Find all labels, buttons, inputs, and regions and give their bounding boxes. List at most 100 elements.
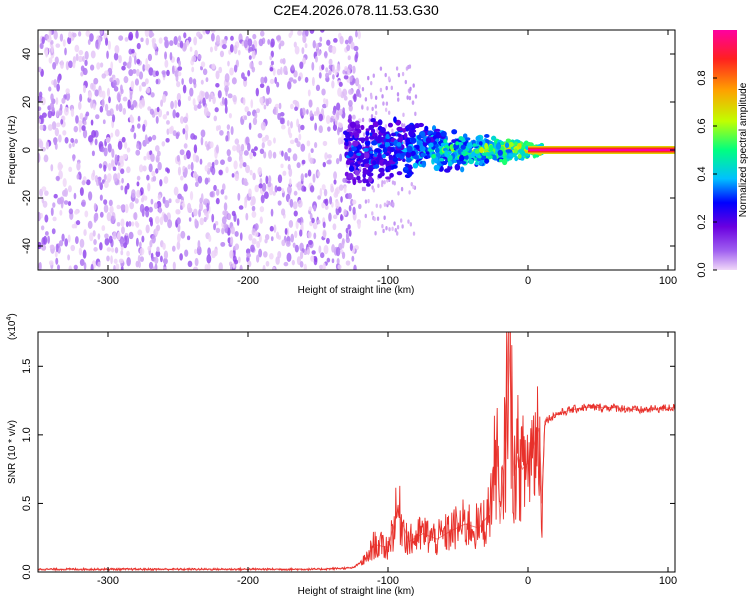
spectrogram-cell	[377, 183, 380, 188]
snr-multiplier-base: (x10	[7, 320, 18, 340]
spectrogram-cell	[137, 115, 141, 122]
chart-title: C2E4.2026.078.11.53.G30	[273, 2, 439, 18]
spectrogram-cell	[391, 164, 398, 169]
spectrogram-cell	[267, 181, 272, 188]
spectrogram-cell	[371, 211, 374, 216]
spectrogram-cell	[56, 110, 59, 118]
spectrogram-cell	[221, 43, 227, 50]
spectrogram-cell	[131, 221, 135, 227]
spectrogram-cell	[508, 153, 513, 157]
spectrogram-cell	[272, 67, 276, 76]
spectrogram-cell	[131, 189, 136, 199]
spectrogram-cell	[185, 130, 189, 141]
spectrogram-cell	[183, 183, 188, 192]
spectrogram-cell	[124, 37, 129, 42]
spectrogram-cell	[227, 60, 230, 67]
spectrogram-cell	[189, 87, 194, 97]
spectrogram-cell	[211, 250, 216, 259]
spectrogram-cell	[364, 152, 370, 159]
spectrogram-cell	[257, 133, 263, 139]
spectrogram-cell	[116, 221, 121, 227]
spectrogram-cell	[238, 205, 244, 210]
spectrogram-cell	[410, 181, 413, 187]
spectrogram-cell	[55, 243, 59, 253]
spectrogram-cell	[331, 258, 335, 264]
spectrogram-cell	[287, 156, 291, 162]
spectrogram-cell	[362, 158, 369, 165]
spectrogram-cell	[502, 150, 506, 157]
spectrogram-cell	[206, 143, 210, 151]
spectrogram-cell	[249, 169, 253, 176]
spectrogram-cell	[349, 243, 353, 252]
spectrogram-cell	[379, 144, 385, 149]
colorbar-label: Normalized spectral amplitude	[738, 82, 749, 217]
spectrogram-cell	[451, 129, 458, 135]
spectrogram-cell	[409, 86, 412, 92]
spectrogram-cell	[198, 209, 201, 218]
spectrogram-cell	[433, 164, 440, 172]
spectrogram-cell	[212, 96, 216, 105]
spectrogram-cell	[145, 57, 148, 67]
spectrogram-cell	[405, 158, 412, 163]
spectrogram-cell	[339, 35, 344, 45]
spectrogram-cell	[143, 155, 147, 161]
spectrogram-cell	[38, 261, 42, 270]
spectrogram-cell	[128, 31, 134, 41]
spectrogram-cell	[109, 205, 114, 214]
spectrogram-cell	[490, 135, 497, 141]
spectrogram-cell	[136, 68, 140, 77]
spectrogram-cell	[118, 258, 124, 264]
spectrogram-cell	[227, 93, 233, 99]
spectrogram-cell	[458, 136, 464, 141]
spectrogram-cell	[177, 166, 182, 176]
spectrogram-cell	[138, 85, 142, 92]
spectrogram-cell	[78, 101, 82, 111]
spectrogram-cell	[294, 45, 300, 55]
spectrogram-cell	[340, 214, 343, 221]
spectrogram-cell	[364, 135, 369, 142]
spectrogram-cell	[251, 66, 256, 73]
spectrogram-cell	[281, 124, 286, 130]
spectrogram-cell	[116, 204, 121, 210]
spectrogram-cell	[89, 33, 94, 42]
spectrogram-cell	[344, 65, 348, 72]
spectrogram-cell	[99, 194, 103, 201]
spectrogram-cell	[182, 128, 186, 135]
spectrogram-cell	[365, 128, 370, 132]
spectrogram-cell	[176, 92, 182, 102]
spectrogram-cell	[362, 132, 366, 137]
spectrogram-cell	[67, 234, 71, 243]
spectrogram-cell	[408, 190, 411, 195]
spectrogram-cell	[108, 96, 111, 104]
spectrogram-cell	[274, 185, 278, 193]
spectrogram-cell	[55, 43, 61, 48]
spectrogram-cell	[352, 206, 356, 215]
spectrogram-cell	[99, 30, 103, 35]
spectrogram-cell	[47, 110, 53, 119]
spectrogram-cell	[404, 79, 408, 85]
spectrogram-cell	[300, 143, 306, 152]
spectrogram-cell	[311, 76, 315, 87]
spectrogram-cell	[276, 81, 280, 88]
spectrogram-cell	[357, 128, 362, 134]
spectrogram-cell	[389, 172, 394, 178]
spectrogram-cell	[307, 89, 311, 97]
spectrogram-cell	[99, 105, 104, 113]
spectrogram-cell	[281, 187, 285, 194]
spectrogram-cell	[492, 154, 497, 161]
spectrogram-cell	[68, 265, 72, 270]
spectrogram-cell	[479, 159, 483, 166]
spectrogram-cell	[79, 112, 84, 120]
spectrogram-cell	[204, 264, 209, 270]
spectrogram-cell	[364, 213, 367, 219]
spectrogram-cell	[85, 30, 91, 37]
spectrogram-cell	[345, 260, 351, 266]
spectrogram-cell	[391, 226, 394, 232]
spectrogram-cell	[38, 153, 41, 163]
spectrogram-cell	[392, 157, 399, 162]
spectrogram-cell	[159, 255, 163, 263]
spectrogram-cell	[185, 150, 191, 160]
spectrogram-cell	[192, 78, 197, 85]
spectrogram-cell	[293, 41, 297, 48]
spectrogram-cell	[292, 201, 298, 210]
